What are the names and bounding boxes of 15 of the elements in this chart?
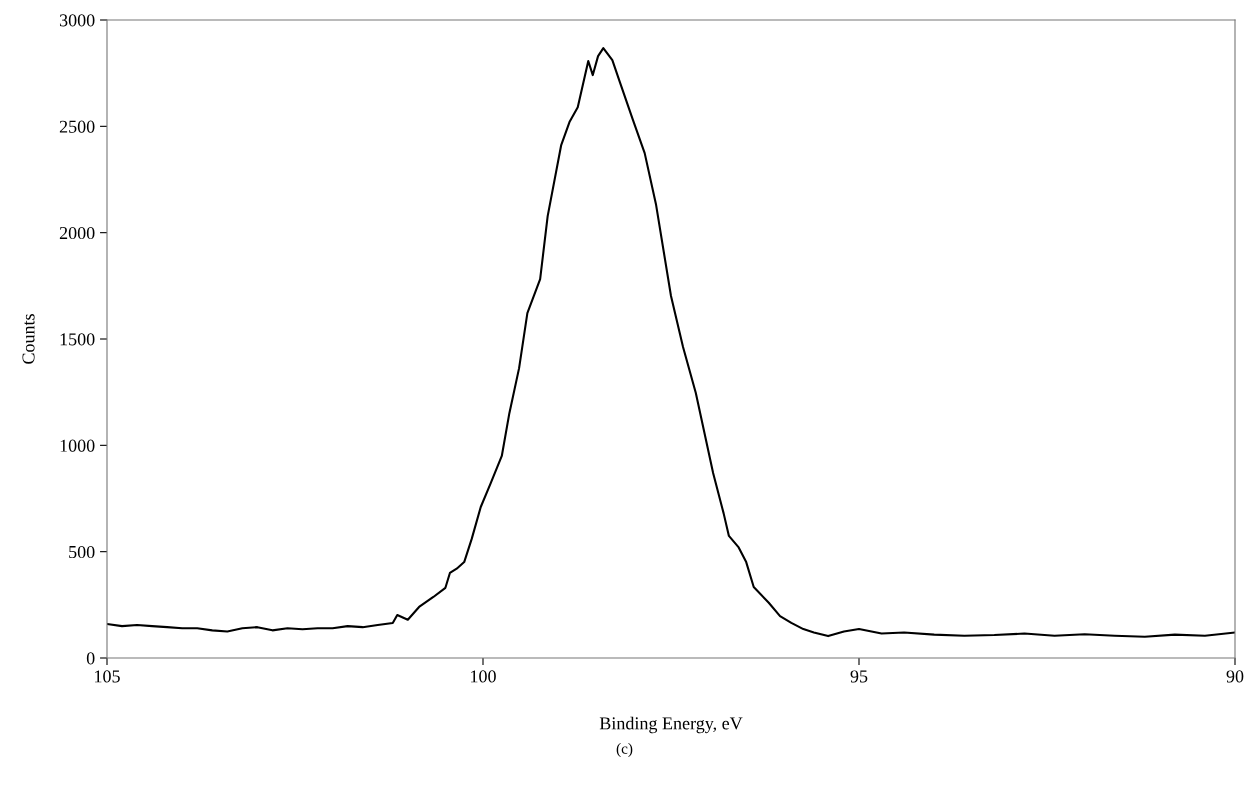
- line-series: [107, 47, 1235, 638]
- y-tick-label: 1500: [60, 333, 95, 346]
- y-axis-title: Counts: [22, 314, 35, 364]
- y-tick-label: 1000: [60, 439, 95, 452]
- y-tick-label: 500: [69, 545, 95, 559]
- y-tick-label: 2500: [59, 120, 95, 133]
- x-tick-label: 90: [1226, 670, 1244, 683]
- x-tick-label: 95: [850, 670, 868, 683]
- x-axis-title: Binding Energy, eV: [599, 716, 743, 734]
- x-tick-label: 105: [95, 670, 120, 683]
- y-tick-label: 0: [86, 652, 95, 665]
- x-tick-label: 100: [471, 670, 496, 683]
- y-tick-label: 2000: [59, 226, 95, 240]
- y-tick-label: 3000: [59, 14, 95, 27]
- text: (c): [616, 743, 633, 757]
